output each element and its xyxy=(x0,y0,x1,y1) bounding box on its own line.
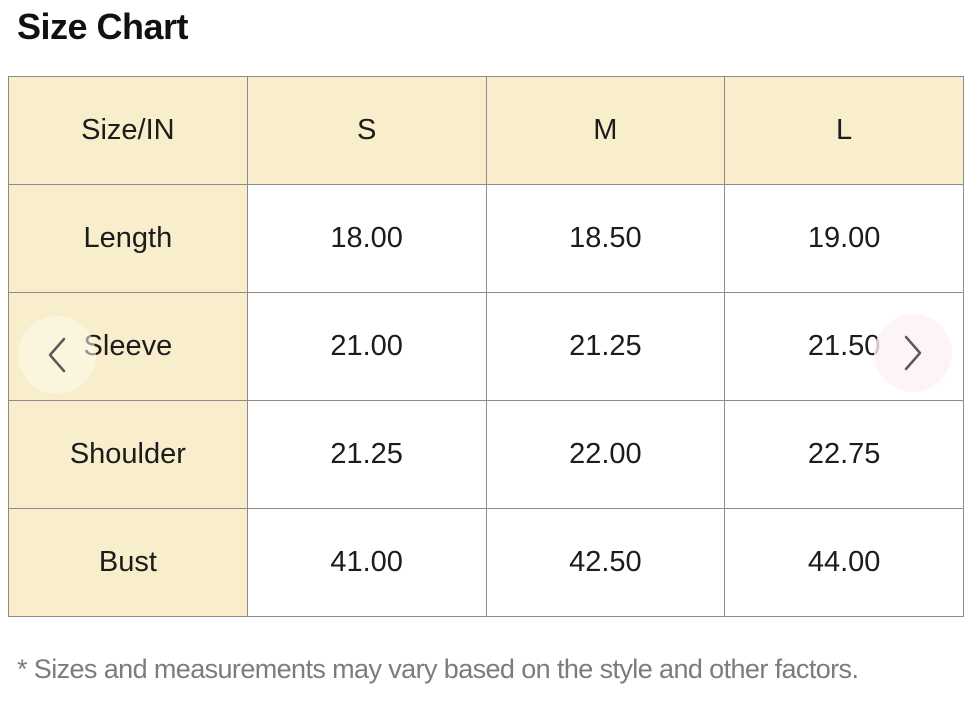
cell-bust-l: 44.00 xyxy=(724,508,964,617)
cell-shoulder-s: 21.25 xyxy=(246,400,487,509)
footnote: * Sizes and measurements may vary based … xyxy=(17,654,859,684)
chevron-right-icon xyxy=(900,334,926,372)
column-header-l: L xyxy=(724,76,964,185)
column-header-s: S xyxy=(246,76,487,185)
chevron-left-icon xyxy=(44,336,70,374)
column-header-m: M xyxy=(485,76,726,185)
row-label-shoulder: Shoulder xyxy=(8,400,248,509)
row-label-length: Length xyxy=(8,184,248,293)
row-label-bust: Bust xyxy=(8,508,248,617)
page-title: Size Chart xyxy=(17,6,189,47)
column-header-size-unit: Size/IN xyxy=(8,76,248,185)
cell-length-m: 18.50 xyxy=(485,184,726,293)
table-row-length: Length 18.00 18.50 19.00 xyxy=(8,184,964,293)
cell-shoulder-l: 22.75 xyxy=(724,400,964,509)
carousel-next-button[interactable] xyxy=(874,314,952,392)
cell-sleeve-s: 21.00 xyxy=(246,292,487,401)
cell-shoulder-m: 22.00 xyxy=(485,400,726,509)
cell-length-l: 19.00 xyxy=(724,184,964,293)
table-header-row: Size/IN S M L xyxy=(8,76,964,185)
carousel-prev-button[interactable] xyxy=(18,316,96,394)
table-row-sleeve: Sleeve 21.00 21.25 21.50 xyxy=(8,292,964,401)
cell-sleeve-m: 21.25 xyxy=(485,292,726,401)
cell-length-s: 18.00 xyxy=(246,184,487,293)
table-row-shoulder: Shoulder 21.25 22.00 22.75 xyxy=(8,400,964,509)
cell-bust-m: 42.50 xyxy=(485,508,726,617)
cell-bust-s: 41.00 xyxy=(246,508,487,617)
table-row-bust: Bust 41.00 42.50 44.00 xyxy=(8,508,964,617)
size-chart-table: Size/IN S M L Length 18.00 18.50 19.00 S… xyxy=(8,76,964,617)
